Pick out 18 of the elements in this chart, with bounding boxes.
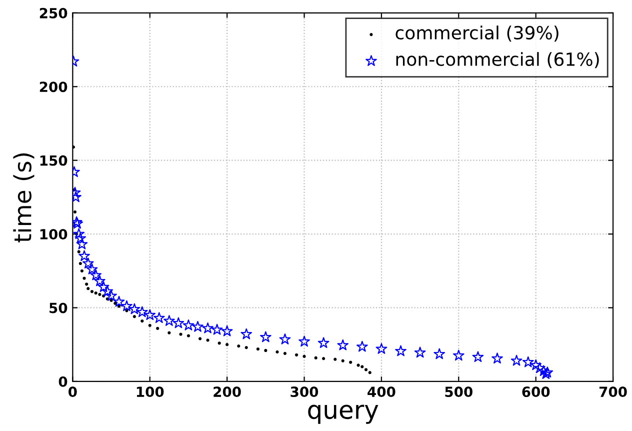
y-tick-label: 200: [40, 82, 68, 92]
y-tick-label: 150: [40, 155, 68, 166]
y-tick-label: 0: [58, 376, 68, 387]
x-tick-label: 0: [68, 386, 77, 398]
x-tick-label: 500: [445, 386, 472, 398]
x-tick-label: 400: [368, 386, 396, 398]
x-tick-label: 700: [599, 386, 627, 398]
y-axis-title: time (s): [13, 153, 34, 242]
x-axis-title: query: [308, 404, 378, 424]
y-tick-label: 100: [40, 229, 68, 240]
y-tick-label: 50: [50, 302, 68, 314]
x-tick-label: 100: [136, 386, 164, 398]
y-tick-label: 250: [40, 8, 68, 18]
legend-label: commercial (39%): [396, 26, 558, 42]
x-tick-label: 300: [290, 386, 318, 398]
x-tick-label: 600: [522, 386, 550, 398]
x-tick-label: 200: [214, 386, 241, 398]
legend-label: non-commercial (61%): [396, 52, 599, 68]
